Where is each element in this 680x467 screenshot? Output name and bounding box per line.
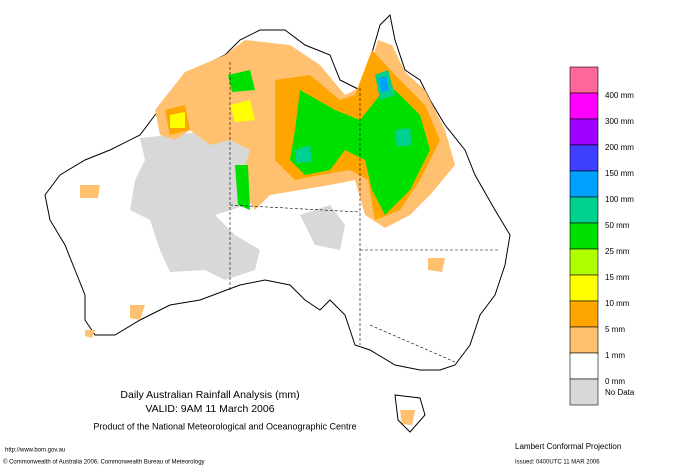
legend-swatch: [569, 92, 599, 120]
legend-label: 400 mm: [605, 91, 634, 100]
legend-swatch: [569, 300, 599, 328]
australia: [44, 13, 511, 433]
legend-swatch: [569, 274, 599, 302]
legend-label: 100 mm: [605, 195, 634, 204]
legend-label: 25 mm: [605, 247, 630, 256]
legend: 400 mm 300 mm 200 mm 150 mm 100 mm 50 mm 25 mm…: [569, 66, 635, 406]
legend-swatch: [569, 222, 599, 250]
projection: Lambert Conformal Projection: [515, 442, 621, 451]
legend-label: 10 mm: [605, 299, 630, 308]
legend-label: 0 mm: [605, 377, 625, 386]
legend-label: No Data: [605, 388, 635, 397]
rain-25mm: [228, 70, 430, 215]
legend-label: 1 mm: [605, 351, 625, 360]
title: Daily Australian Rainfall Analysis (mm): [120, 389, 299, 401]
legend-label: 200 mm: [605, 143, 634, 152]
legend-label: 15 mm: [605, 273, 630, 282]
no-data-area: [130, 118, 345, 280]
legend-label: 5 mm: [605, 325, 625, 334]
border: [369, 324, 456, 363]
state-borders: [229, 62, 500, 363]
legend-swatch: [569, 248, 599, 276]
producer: Product of the National Meteorological a…: [93, 421, 356, 431]
legend-swatch: [569, 196, 599, 224]
rain-10mm: [170, 100, 255, 128]
legend-swatch: [569, 144, 599, 172]
legend-swatch: [569, 378, 599, 406]
valid-time: VALID: 9AM 11 March 2006: [145, 403, 274, 415]
legend-swatch: [569, 326, 599, 354]
tasmania: [394, 394, 426, 433]
url: http://www.bom.gov.au: [5, 448, 65, 454]
legend-swatch: [569, 352, 599, 380]
legend-swatch: [569, 66, 599, 94]
legend-label: 50 mm: [605, 221, 630, 230]
issued: Issued: 0400UTC 11 MAR 2006: [515, 460, 600, 466]
legend-label: 150 mm: [605, 169, 634, 178]
border: [229, 204, 361, 213]
rain-100mm: [379, 76, 389, 92]
legend-swatch: [569, 170, 599, 198]
rain-50mm: [295, 70, 412, 163]
legend-swatch: [569, 118, 599, 146]
copyright: © Commonwealth of Australia 2006, Common…: [3, 459, 205, 466]
legend-label: 300 mm: [605, 117, 634, 126]
